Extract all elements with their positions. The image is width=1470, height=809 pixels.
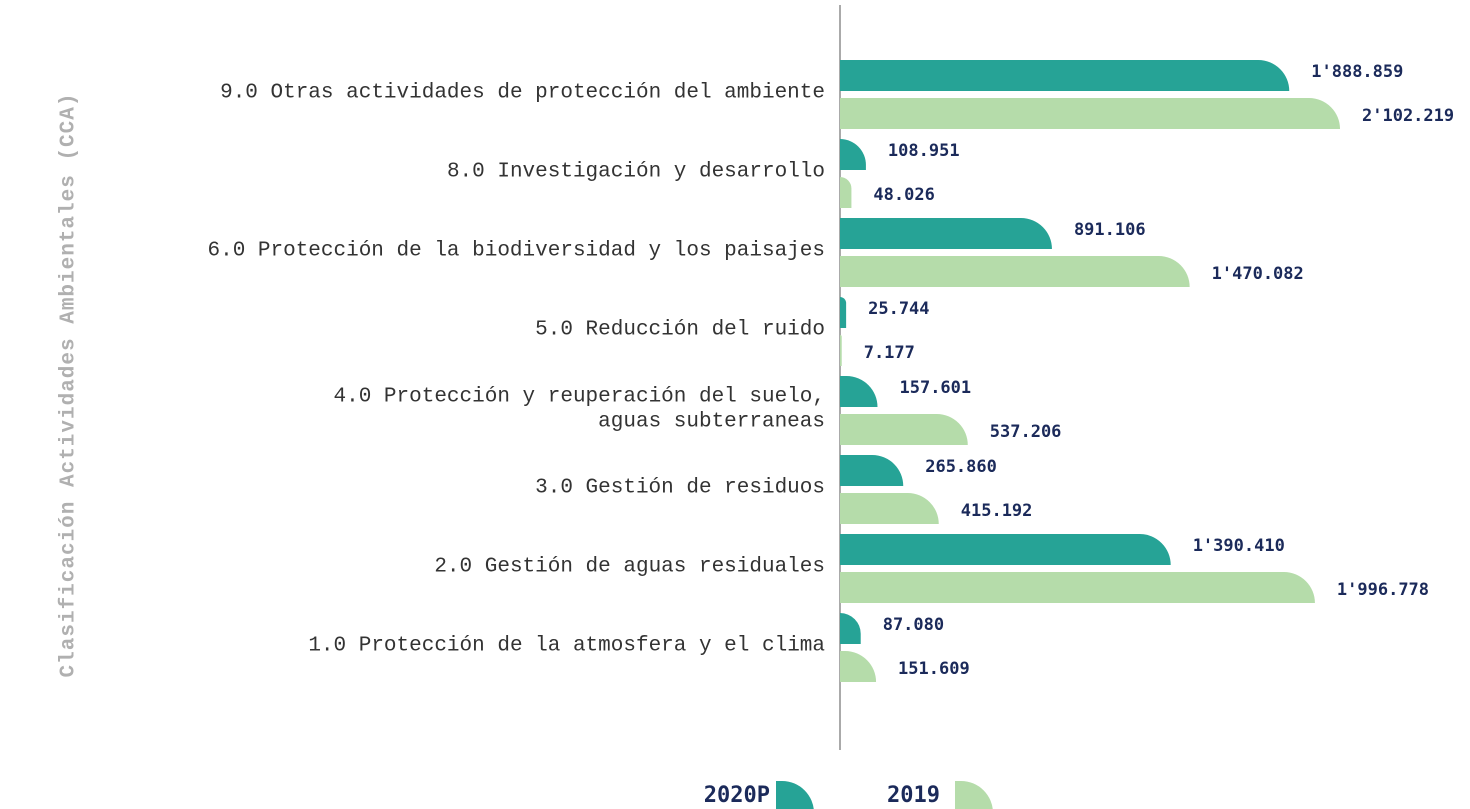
bar [840,256,1190,287]
bar [840,651,877,682]
category-label: 2.0 Gestión de aguas residuales [434,556,825,579]
value-label: 108.951 [888,141,960,161]
category-label: 9.0 Otras actividades de protección del … [220,82,825,105]
value-label: 157.601 [899,378,971,398]
bar [840,534,1171,565]
value-label: 1'470.082 [1212,264,1304,284]
legend-label: 2019 [887,783,940,808]
value-label: 415.192 [961,501,1033,521]
bar [840,376,878,407]
y-axis-title: Clasificación Actividades Ambientales (C… [58,93,81,678]
value-label: 1'888.859 [1311,62,1403,82]
value-label: 151.609 [898,659,970,679]
value-label: 1'996.778 [1337,580,1429,600]
category-label: 8.0 Investigación y desarrollo [447,161,825,184]
category-label: 4.0 Protección y reuperación del suelo, a… [334,385,825,433]
value-label: 537.206 [990,422,1062,442]
legend-swatch [955,781,993,809]
bar [840,60,1290,91]
bar [840,177,852,208]
category-label: 6.0 Protección de la biodiversidad y los… [207,240,825,263]
category-label: 3.0 Gestión de residuos [535,477,825,500]
value-label: 48.026 [873,185,934,205]
value-label: 7.177 [864,343,915,363]
value-label: 265.860 [925,457,997,477]
category-label: 1.0 Protección de la atmosfera y el clim… [308,635,825,658]
bar [840,335,842,366]
value-label: 1'390.410 [1193,536,1285,556]
value-label: 2'102.219 [1362,106,1454,126]
bar [840,297,847,328]
bar [840,139,866,170]
category-label: 5.0 Reducción del ruido [535,319,825,342]
value-label: 25.744 [868,299,929,319]
bar [840,455,904,486]
value-label: 87.080 [883,615,944,635]
legend-label: 2020P [704,783,770,808]
bar [840,493,939,524]
bar [840,613,861,644]
bar [840,572,1315,603]
bar [840,98,1340,129]
bar [840,414,968,445]
value-label: 891.106 [1074,220,1146,240]
legend-swatch [776,781,814,809]
bar [840,218,1052,249]
